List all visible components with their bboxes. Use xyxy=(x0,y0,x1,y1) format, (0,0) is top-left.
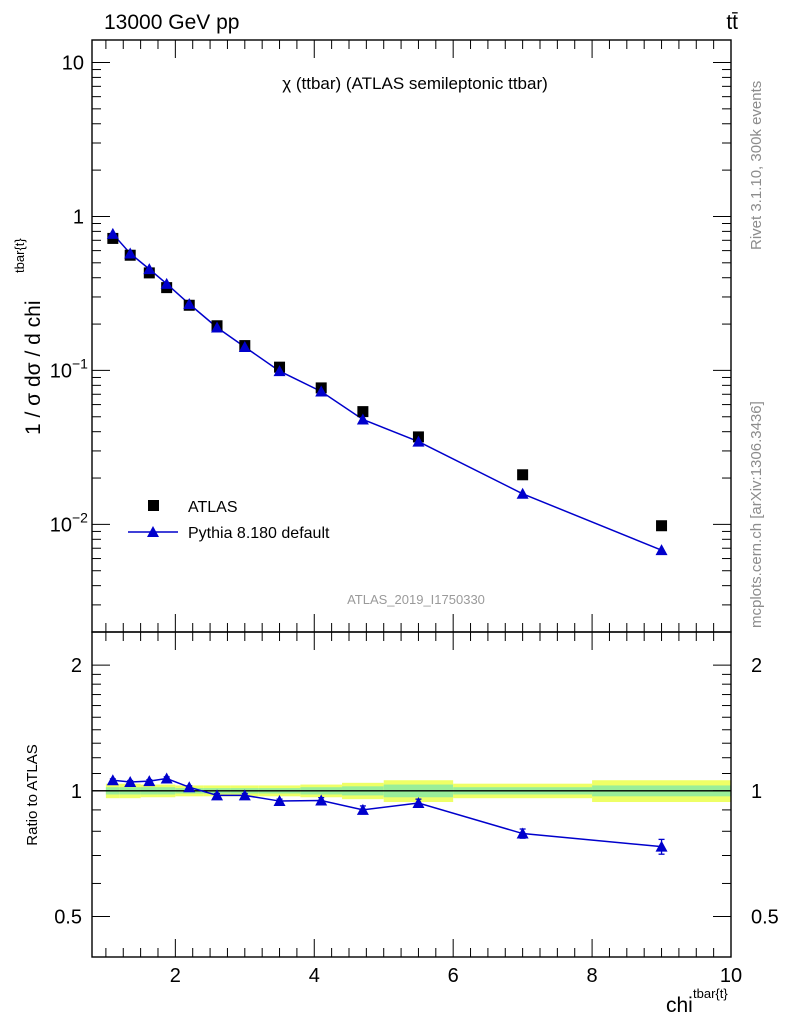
mc-point xyxy=(356,413,369,425)
ratio-mc-point xyxy=(412,796,425,808)
mc-point xyxy=(183,298,196,310)
x-tick-label: 8 xyxy=(587,965,598,987)
legend: ATLAS Pythia 8.180 default xyxy=(128,499,330,542)
ratio-y-tick-label: 0.5 xyxy=(54,907,82,929)
x-tick-label: 10 xyxy=(720,965,742,987)
ratio-y-tick-label: 1 xyxy=(71,781,82,803)
mc-point xyxy=(143,263,156,275)
rivet-label: Rivet 3.1.10, 300k events xyxy=(748,81,765,250)
mc-point xyxy=(655,544,668,556)
data-points xyxy=(107,232,668,532)
ratio-ylabel: Ratio to ATLAS xyxy=(24,744,41,845)
mc-point xyxy=(516,487,529,499)
ratio-mc-point xyxy=(516,827,529,839)
main-y-tick-label: 10 xyxy=(50,360,72,382)
ratio-mc-point xyxy=(238,789,251,801)
main-y-tick-label: 1 xyxy=(73,206,84,228)
legend-data-marker xyxy=(148,500,159,511)
ratio-y-tick-label-right: 1 xyxy=(751,781,762,803)
main-ylabel: 1 / σ dσ / d chi xyxy=(22,301,45,435)
main-y-axis-title: 1 / σ dσ / d chi tbar{t} xyxy=(12,238,45,435)
ratio-y-tick-label: 2 xyxy=(71,655,82,677)
main-y-tick-exponent: −1 xyxy=(72,355,88,371)
ratio-mc-point xyxy=(124,775,137,787)
mc-point xyxy=(412,435,425,447)
legend-mc-label: Pythia 8.180 default xyxy=(188,525,330,542)
x-tick-label: 2 xyxy=(170,965,181,987)
data-point xyxy=(517,469,529,481)
energy-label: 13000 GeV pp xyxy=(104,11,239,34)
main-title: χ (ttbar) (ATLAS semileptonic ttbar) xyxy=(282,74,548,93)
ratio-mc-point xyxy=(273,795,286,807)
mc-point xyxy=(315,385,328,397)
mc-point xyxy=(106,227,119,239)
main-y-tick-exponent: −2 xyxy=(72,509,88,525)
main-y-tick-label: 10 xyxy=(50,514,72,536)
main-y-tick-label: 10 xyxy=(62,52,84,74)
mc-points xyxy=(106,227,668,556)
process-label: tt̄ xyxy=(726,11,738,34)
ratio-mc-point xyxy=(106,774,119,786)
ratio-plot-frame xyxy=(91,631,732,958)
main-plot-frame xyxy=(91,39,732,633)
main-ylabel-super: tbar{t} xyxy=(12,238,27,273)
ratio-mc-point xyxy=(160,772,173,784)
mcplots-label: mcplots.cern.ch [arXiv:1306.3436] xyxy=(748,401,765,628)
ratio-y-tick-label-right: 2 xyxy=(751,655,762,677)
mc-point xyxy=(238,340,251,352)
ratio-axes: 2 2 1 1 0.5 0.5 2 4 6 8 10 xyxy=(54,632,779,987)
ratio-y-tick-label-right: 0.5 xyxy=(751,907,779,929)
mc-point xyxy=(211,321,224,333)
ratio-mc-point xyxy=(143,775,156,787)
x-tick-label: 4 xyxy=(309,965,320,987)
ratio-mc-point xyxy=(183,781,196,793)
ratio-mc-point xyxy=(655,840,668,852)
mc-point xyxy=(273,365,286,377)
ratio-mc-point xyxy=(356,803,369,815)
x-tick-label: 6 xyxy=(448,965,459,987)
mc-point xyxy=(124,247,137,259)
data-point xyxy=(656,520,668,532)
ratio-mc-point xyxy=(315,794,328,806)
legend-mc-marker xyxy=(147,526,159,537)
watermark: ATLAS_2019_I1750330 xyxy=(347,592,485,607)
ratio-mc-points xyxy=(106,772,668,855)
mc-point xyxy=(160,277,173,289)
x-axis-title-super: tbar{t} xyxy=(693,986,728,1001)
legend-data-label: ATLAS xyxy=(188,499,238,516)
x-axis-title: chi xyxy=(666,994,693,1017)
data-point xyxy=(357,406,369,418)
ratio-mc-point xyxy=(211,789,224,801)
